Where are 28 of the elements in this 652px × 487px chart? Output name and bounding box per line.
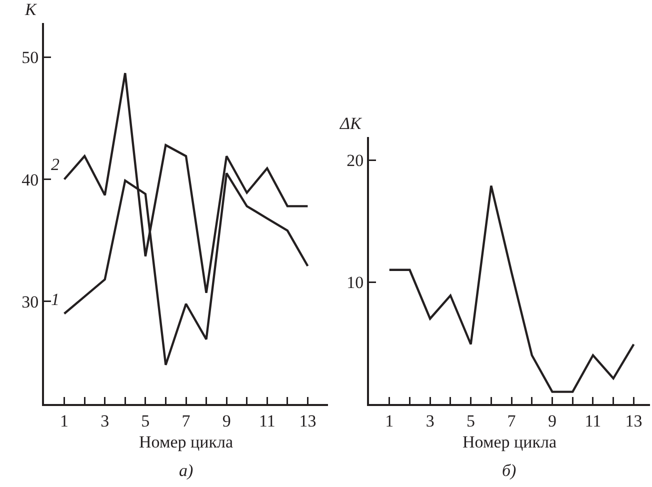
series-label: 1 bbox=[51, 290, 60, 309]
x-tick-label: 13 bbox=[625, 411, 642, 430]
x-tick-label: 1 bbox=[385, 411, 394, 430]
line-series bbox=[388, 184, 635, 393]
x-tick-label: 5 bbox=[466, 411, 476, 430]
y-axis-title: ΔK bbox=[339, 114, 363, 133]
x-tick-label: 3 bbox=[426, 411, 434, 430]
y-axis-title: K bbox=[24, 0, 38, 19]
y-tick-label: 40 bbox=[22, 170, 39, 190]
x-tick-label: 3 bbox=[100, 411, 110, 430]
y-tick-label: 30 bbox=[22, 292, 39, 312]
y-tick-label: 20 bbox=[346, 151, 364, 170]
y-tick-label: 10 bbox=[346, 273, 364, 292]
x-axis-title: Номер цикла bbox=[462, 432, 557, 452]
x-tick-label: 13 bbox=[299, 411, 316, 430]
x-tick-label: 5 bbox=[141, 411, 150, 430]
x-tick-label: 7 bbox=[182, 411, 191, 430]
x-tick-label: 9 bbox=[222, 411, 231, 430]
x-tick-label: 7 bbox=[507, 411, 516, 430]
x-tick-label: 11 bbox=[258, 411, 276, 430]
y-tick-label: 50 bbox=[22, 48, 39, 68]
x-tick-label: 11 bbox=[584, 411, 602, 430]
text: а) bbox=[179, 461, 194, 480]
x-tick-label: 9 bbox=[548, 411, 557, 430]
x-axis-title: Номер цикла bbox=[139, 432, 234, 452]
series-label: 2 bbox=[51, 155, 60, 174]
x-tick-label: 1 bbox=[60, 411, 69, 430]
text: б) bbox=[502, 461, 517, 480]
